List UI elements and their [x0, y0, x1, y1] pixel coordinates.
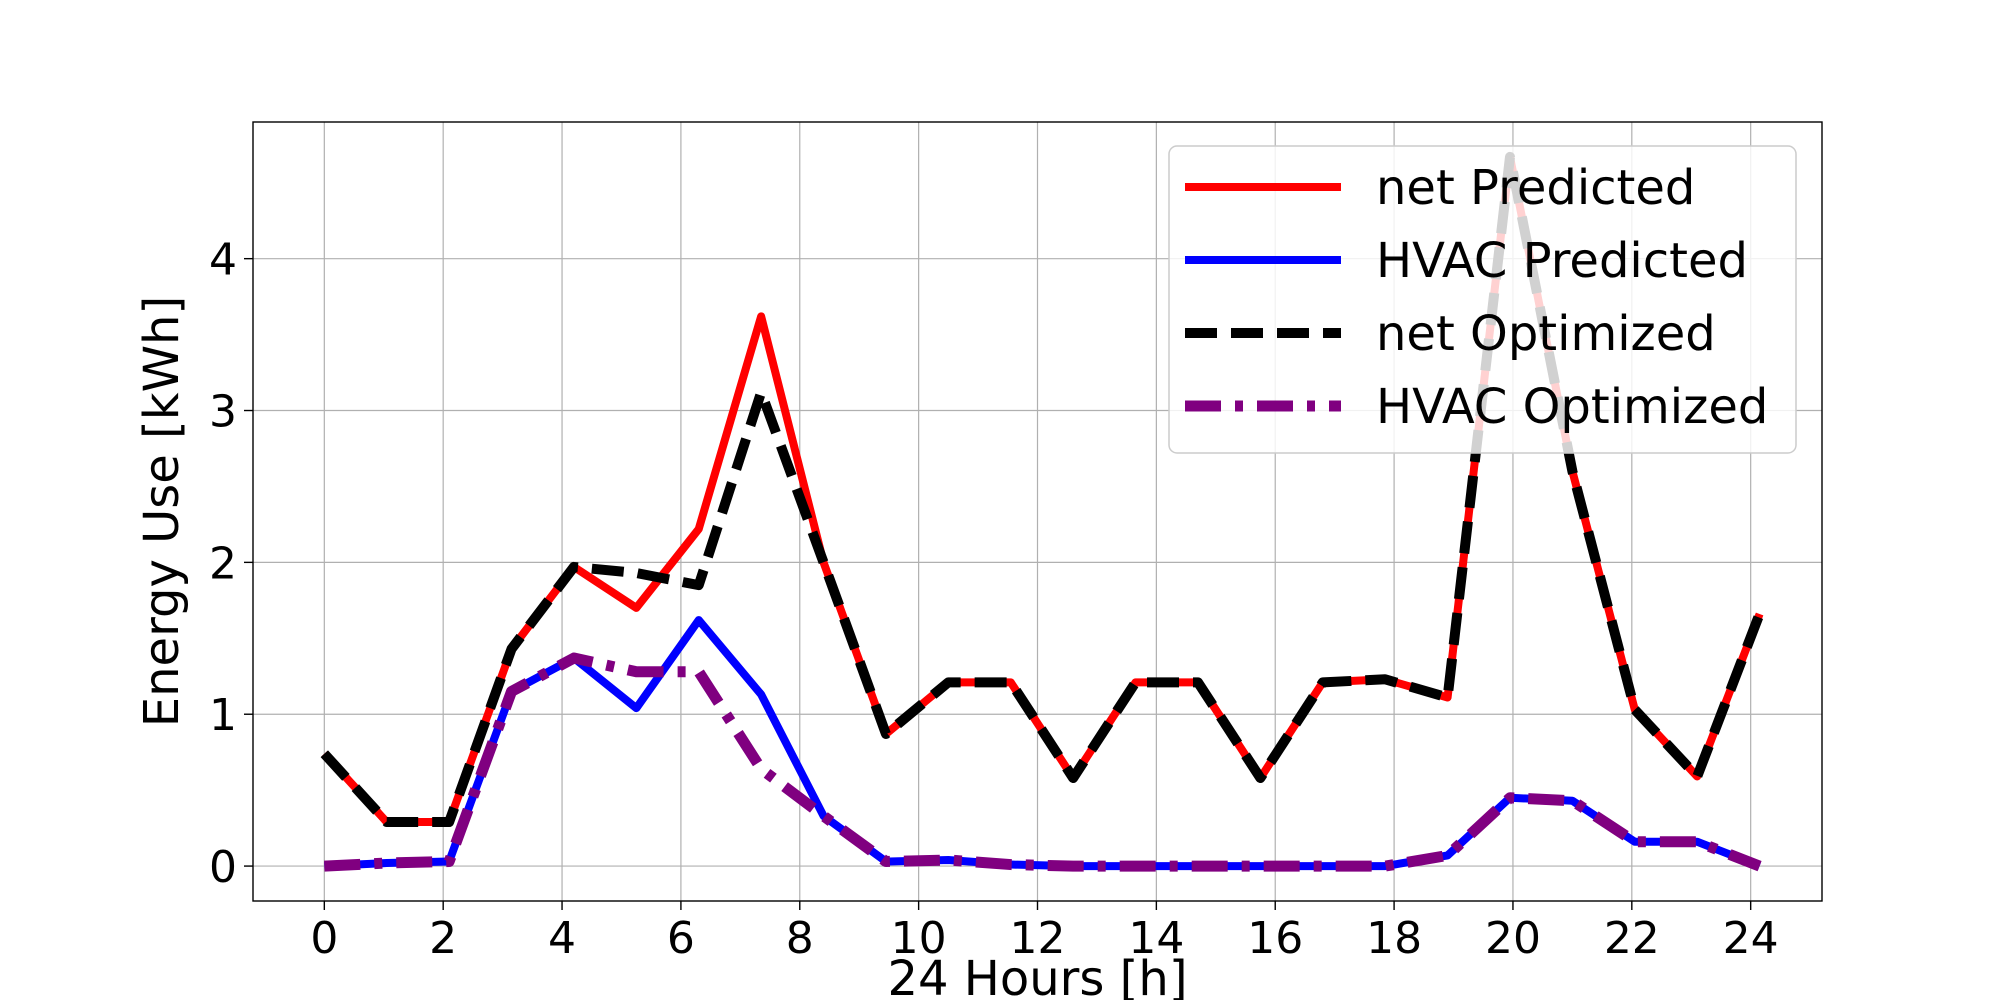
x-tick-label: 2 — [429, 913, 457, 964]
x-tick-label: 4 — [548, 913, 576, 964]
y-tick-label: 2 — [209, 538, 237, 589]
y-axis-label: Energy Use [kWh] — [134, 296, 190, 727]
x-tick-label: 24 — [1723, 913, 1779, 964]
x-tick-label: 16 — [1247, 913, 1303, 964]
y-tick-label: 3 — [209, 387, 237, 438]
legend-label: HVAC Optimized — [1376, 379, 1768, 435]
legend-box — [1168, 145, 1797, 454]
y-tick-label: 1 — [209, 690, 237, 741]
y-tick-label: 0 — [209, 842, 237, 893]
legend-label: net Predicted — [1376, 160, 1695, 216]
x-tick-label: 0 — [310, 913, 338, 964]
series-line-hvac-optimized — [324, 652, 1762, 872]
x-tick-label: 12 — [1010, 913, 1066, 964]
x-tick-label: 10 — [891, 913, 947, 964]
series-line-hvac-predicted — [324, 616, 1762, 871]
x-tick-label: 8 — [786, 913, 814, 964]
legend: net Predicted HVAC Predicted net Optimized… — [1168, 145, 1797, 454]
series-line-net-optimized — [320, 151, 1765, 828]
x-tick-label: 6 — [667, 913, 695, 964]
y-tick-label: 4 — [209, 235, 237, 286]
x-axis-label: 24 Hours [h] — [887, 951, 1187, 1000]
legend-label: net Optimized — [1376, 306, 1716, 362]
x-tick-label: 20 — [1485, 913, 1541, 964]
x-tick-label: 18 — [1366, 913, 1422, 964]
x-tick-label: 14 — [1128, 913, 1184, 964]
x-tick-label: 22 — [1604, 913, 1660, 964]
legend-label: HVAC Predicted — [1376, 233, 1748, 289]
